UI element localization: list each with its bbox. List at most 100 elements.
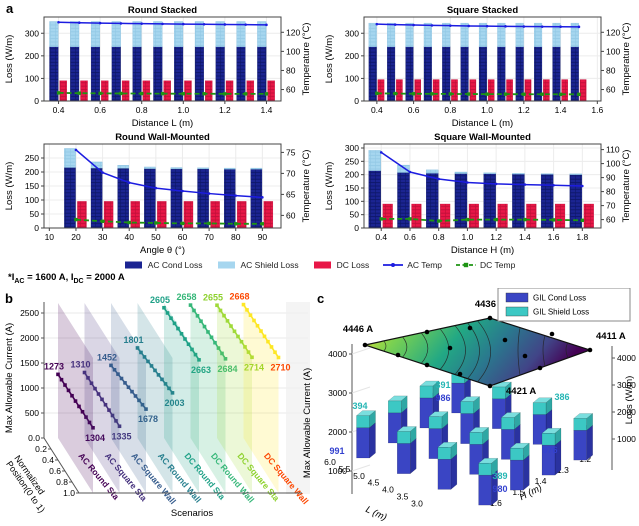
svg-text: 300 — [345, 143, 359, 153]
chart-round-stacked: 0.4 0.6 0.8 1.0 1.2 1.4 0 100 200 300 60 80 100 120 Ro… — [0, 4, 319, 132]
svg-rect — [469, 79, 477, 102]
surface: 4446 A 4436 A 4411 A 4421 A — [343, 299, 626, 397]
svg-rect — [119, 91, 123, 96]
svg-circle — [466, 181, 469, 184]
right-wall — [286, 302, 310, 494]
svg-text: 1.6 — [591, 105, 603, 115]
chart-svg-square_stacked: 0.4 0.6 0.8 1.0 1.2 1.4 1.6 0 100 200 300 60 80 100 12… — [324, 5, 632, 129]
svg-circle — [154, 186, 158, 190]
svg-text: 200 — [345, 170, 359, 180]
svg-text: Temperature (°C) — [621, 23, 632, 96]
svg-rect — [494, 217, 498, 222]
svg-rect — [524, 79, 532, 102]
svg-rect — [483, 172, 496, 175]
svg-text: Max Allowable Current (A) — [4, 323, 15, 433]
svg-circle — [467, 24, 471, 28]
svg-rect — [266, 339, 270, 344]
svg-rect — [377, 79, 385, 102]
svg-rect — [397, 164, 410, 173]
svg-rect — [478, 474, 492, 506]
svg-rect — [90, 21, 100, 47]
svg-rect — [363, 16, 602, 102]
svg-rect — [540, 92, 544, 96]
svg-rect — [552, 22, 561, 47]
panel-b-label: b — [5, 291, 13, 306]
svg-text: 0.6 — [404, 232, 416, 242]
gil-bar — [541, 427, 562, 476]
svg-rect — [169, 316, 173, 320]
svg-circle — [540, 25, 544, 28]
svg-rect — [188, 303, 193, 307]
svg-text: 1000 — [20, 383, 39, 393]
svg-rect — [492, 386, 506, 400]
svg-rect — [96, 392, 101, 396]
legend-item-ac-shield-loss: AC Shield Loss — [217, 260, 299, 270]
svg-rect — [123, 381, 127, 385]
svg-circle — [577, 25, 581, 29]
svg-rect — [133, 394, 138, 398]
svg-rect — [135, 346, 140, 350]
svg-rect — [223, 357, 228, 361]
svg-path — [565, 342, 569, 359]
svg-rect — [512, 173, 525, 175]
panel-a-label: a — [6, 1, 14, 16]
legend-label: DC Temp — [480, 259, 516, 270]
svg-rect — [179, 332, 184, 336]
svg-rect — [497, 203, 508, 229]
gil-bar — [500, 412, 521, 460]
svg-rect — [497, 22, 506, 47]
ac-temp-line — [57, 20, 268, 27]
note-text: = 2000 A — [83, 272, 125, 283]
svg-rect — [264, 92, 269, 96]
svg-text: 200 — [25, 51, 39, 61]
svg-rect — [234, 222, 238, 226]
svg-polyline — [381, 218, 583, 222]
svg-text: 4.5 — [368, 478, 380, 488]
svg-text: 1000 — [617, 434, 636, 444]
svg-rect — [77, 404, 81, 409]
svg-text: Distance H (m) — [451, 245, 514, 256]
svg-rect — [522, 92, 526, 96]
svg-rect — [437, 459, 452, 490]
svg-text: 1304 — [85, 433, 105, 443]
svg-rect — [197, 167, 209, 170]
svg-text: 60 — [178, 232, 188, 242]
svg-circle — [119, 22, 123, 25]
svg-circle — [127, 181, 131, 184]
svg-circle — [78, 21, 81, 25]
svg-rect — [551, 218, 556, 222]
current-note: *IAC = 1600 A, IDC = 2000 A — [8, 272, 125, 285]
svg-rect — [239, 339, 244, 344]
svg-text: 2000 — [617, 407, 636, 417]
svg-rect — [142, 80, 151, 102]
svg-text: Temperature (°C) — [621, 150, 632, 223]
svg-rect — [245, 308, 249, 312]
svg-text: 0.4 — [375, 232, 387, 242]
svg-rect — [411, 92, 416, 96]
svg-text: 1.2 — [490, 232, 502, 242]
svg-circle — [101, 171, 104, 174]
svg-rect — [130, 201, 140, 229]
svg-text: Temperature (°C) — [301, 150, 312, 223]
svg-circle — [552, 184, 555, 187]
svg-text: Square Stacked — [447, 5, 518, 16]
svg-circle — [395, 352, 401, 358]
svg-rect — [153, 21, 163, 47]
svg-rect — [215, 21, 225, 47]
svg-circle — [447, 345, 453, 351]
svg-rect — [93, 386, 97, 391]
svg-text: 4411 A — [596, 331, 626, 342]
svg-circle — [202, 22, 206, 26]
svg-rect — [80, 80, 88, 102]
svg-rect — [577, 92, 581, 97]
svg-rect — [583, 203, 594, 229]
svg-text: 0.6 — [94, 105, 106, 115]
svg-rect — [485, 92, 489, 96]
svg-rect — [100, 219, 105, 223]
gil-3d-svg: 1000 2000 3000 4000 1000 2000 3000 4000 6.05.55.… — [302, 287, 636, 523]
svg-rect — [248, 313, 253, 317]
svg-rect — [90, 167, 103, 229]
svg-text: 300 — [25, 28, 39, 38]
svg-circle — [587, 347, 593, 353]
